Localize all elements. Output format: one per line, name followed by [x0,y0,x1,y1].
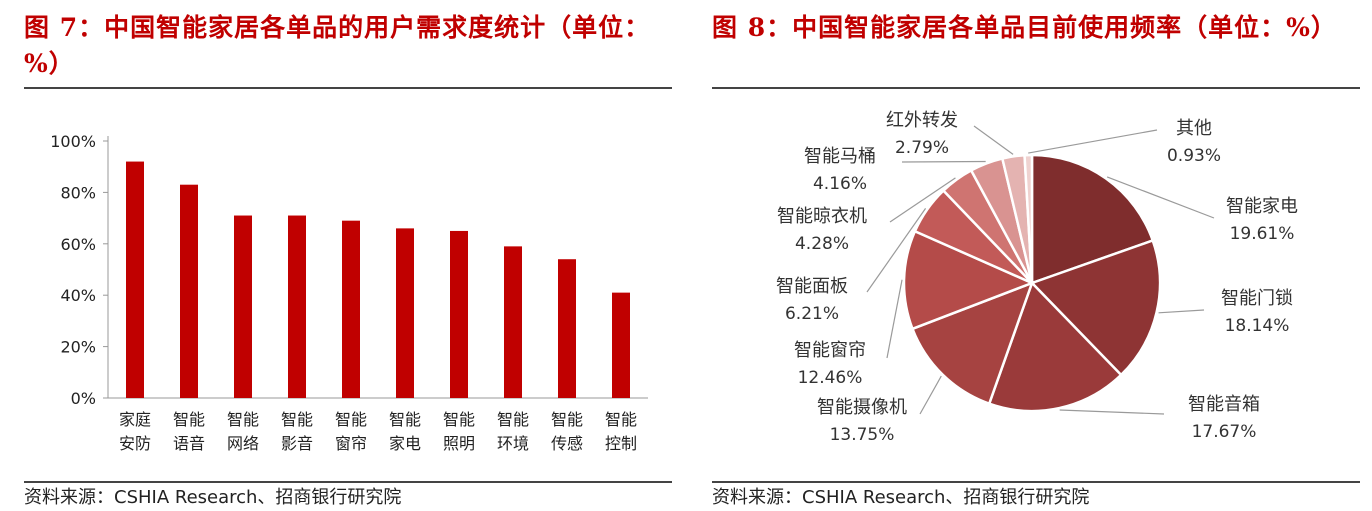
bar [558,259,576,398]
pie-slice [1023,153,1034,284]
y-tick-label: 0% [71,389,96,408]
slice-label: 红外转发 [886,110,958,131]
leader-line [919,375,942,415]
x-tick-label: 照明 [443,434,475,453]
leader-line [886,279,903,359]
bar [288,215,306,398]
leader-line [866,208,927,293]
bar-chart-title: 图 7：中国智能家居各单品的用户需求度统计（单位：%） [24,13,651,78]
bar-chart-bottom-rule [24,481,672,483]
slice-label: 智能摄像机 [817,397,907,418]
pie-chart-title: 图 8：中国智能家居各单品目前使用频率（单位：%） [712,13,1337,42]
y-tick-label: 40% [60,286,96,305]
left-chart-panel: 图 7：中国智能家居各单品的用户需求度统计（单位：%） 0% 20% 40% 60% 8… [24,0,672,511]
y-tick-label: 100% [50,132,96,151]
leader-line [1158,309,1205,314]
pie-slice [1029,238,1162,377]
slice-value-label: 4.28% [795,234,849,254]
x-tick-label: 智能 [227,410,259,429]
x-tick-label: 语音 [173,434,205,453]
x-tick-label: 智能 [281,410,313,429]
bar [126,161,144,398]
slice-label: 其他 [1176,118,1212,139]
slice-value-label: 4.16% [813,174,867,194]
slice-label: 智能窗帘 [794,340,866,361]
x-tick-label: 安防 [119,434,151,453]
pie-slice [902,229,1036,331]
bar [180,184,198,398]
slice-value-label: 2.79% [895,138,949,158]
bar [342,220,360,398]
pie-chart-source: 资料来源：CSHIA Research、招商银行研究院 [712,487,1090,508]
slice-label: 智能门锁 [1221,288,1293,309]
x-tick-label: 智能 [173,410,205,429]
x-tick-label: 智能 [551,410,583,429]
x-tick-label: 智能 [605,410,637,429]
slice-label: 智能面板 [776,276,848,297]
x-tick-label: 控制 [605,434,637,453]
y-tick-label: 60% [60,235,96,254]
x-tick-label: 家庭 [119,410,151,429]
slice-value-label: 13.75% [830,425,895,445]
x-tick-label: 家电 [389,434,421,453]
slice-label: 智能音箱 [1188,394,1260,415]
slice-label: 智能家电 [1226,196,1298,217]
slice-value-label: 6.21% [785,304,839,324]
leader-line [1059,409,1165,415]
slice-value-label: 12.46% [798,368,863,388]
bar [504,246,522,398]
x-tick-label: 传感 [551,434,583,453]
bar [234,215,252,398]
y-tick-label: 80% [60,183,96,202]
x-tick-label: 环境 [497,434,529,453]
slice-label: 智能晾衣机 [777,206,867,227]
x-tick-label: 影音 [281,434,313,453]
slice-value-label: 17.67% [1192,422,1257,442]
x-tick-label: 网络 [227,434,259,453]
slice-value-label: 19.61% [1230,224,1295,244]
bar [612,292,630,398]
pie-chart-bottom-rule [712,481,1360,483]
leader-line [889,177,956,223]
pie-chart-top-rule [712,87,1360,89]
pie-slice [910,280,1035,406]
slice-value-label: 18.14% [1225,316,1290,336]
right-chart-panel: 图 8：中国智能家居各单品目前使用频率（单位：%） 智能家电 19.61% 智能门锁… [712,0,1360,511]
bar [396,228,414,398]
x-tick-label: 智能 [389,410,421,429]
bar-chart-source: 资料来源：CSHIA Research、招商银行研究院 [24,487,402,508]
pie-chart: 智能家电 19.61% 智能门锁 18.14% 智能音箱 17.67% 智能摄像机 13.75… [776,110,1298,445]
slice-value-label: 0.93% [1167,146,1221,166]
x-tick-label: 窗帘 [335,434,367,453]
y-tick-label: 20% [60,338,96,357]
leader-line [1106,176,1215,219]
leader-line [1028,129,1158,154]
leader-line [973,125,1014,155]
bar [450,230,468,398]
slice-label: 智能马桶 [804,146,876,167]
bar-chart-top-rule [24,87,672,89]
x-tick-label: 智能 [443,410,475,429]
x-tick-label: 智能 [497,410,529,429]
x-tick-label: 智能 [335,410,367,429]
pie-slice [987,280,1123,413]
